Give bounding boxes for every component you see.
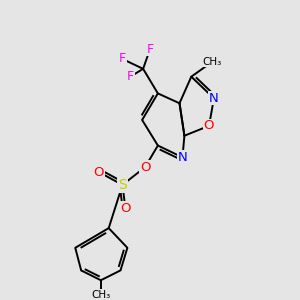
- Text: N: N: [209, 92, 219, 105]
- Text: O: O: [94, 166, 104, 178]
- Text: N: N: [178, 151, 187, 164]
- Text: O: O: [204, 119, 214, 132]
- Text: CH₃: CH₃: [91, 290, 110, 300]
- Text: O: O: [140, 161, 150, 174]
- Text: S: S: [118, 178, 127, 192]
- Text: F: F: [127, 70, 134, 83]
- Text: F: F: [146, 43, 154, 56]
- Text: CH₃: CH₃: [202, 57, 222, 67]
- Text: O: O: [120, 202, 131, 215]
- Text: F: F: [119, 52, 126, 65]
